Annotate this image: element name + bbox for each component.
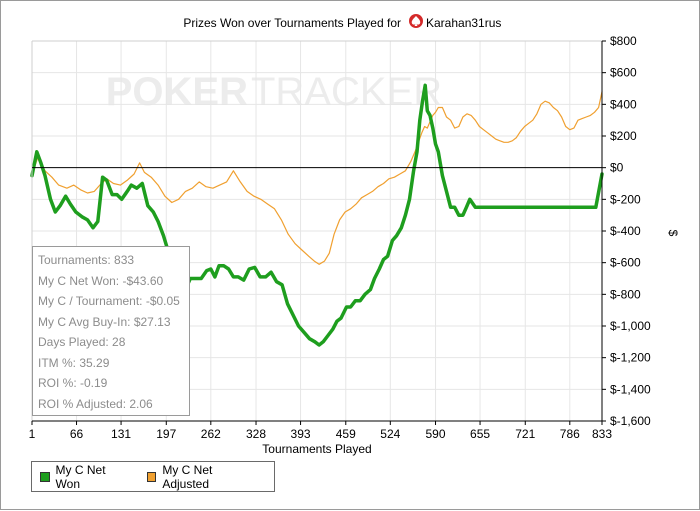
series-group (30, 83, 604, 347)
x-tick-label: 721 (515, 427, 535, 441)
x-tick-label: 393 (291, 427, 311, 441)
legend-item-net-adjusted[interactable]: My C Net Adjusted (146, 462, 256, 491)
stat-per-tournament: My C / Tournament: -$0.05 (38, 294, 180, 308)
series-line-net-won (30, 83, 604, 347)
stat-tournaments: Tournaments: 833 (38, 253, 135, 267)
x-tick-label: 590 (426, 427, 446, 441)
stat-avg-buyin: My C Avg Buy-In: $27.13 (38, 314, 171, 329)
y-tick-label: $-600 (610, 256, 641, 270)
legend-swatch-net-won (40, 471, 50, 482)
y-tick-label: $600 (610, 66, 637, 80)
stat-net-won: My C Net Won: -$43.60 (38, 273, 164, 288)
x-tick-label: 459 (336, 427, 356, 441)
chart-title-text: Prizes Won over Tournaments Played for (183, 16, 401, 30)
x-tick-label: 655 (470, 427, 490, 441)
y-tick-label: $-200 (610, 192, 641, 206)
y-tick-label: $200 (610, 129, 637, 143)
x-axis-label: Tournaments Played (262, 442, 371, 456)
x-tick-label: 131 (111, 427, 131, 441)
chart-title: Prizes Won over Tournaments Played for K… (183, 14, 501, 30)
watermark-poker: POKER (106, 70, 248, 114)
legend-label-net-adjusted: My C Net Adjusted (162, 462, 213, 491)
x-tick-label: 786 (560, 427, 580, 441)
y-tick-label: $-1,200 (610, 351, 651, 365)
y-tick-label: $800 (610, 34, 637, 48)
y-tick-label: $-1,400 (610, 382, 651, 396)
x-tick-label: 833 (592, 427, 612, 441)
stat-itm: ITM %: 35.29 (38, 355, 110, 370)
stats-panel: Tournaments: 833 My C Net Won: -$43.60 M… (32, 246, 190, 416)
y-tick-label: $-1,600 (610, 414, 651, 428)
legend-item-net-won[interactable]: My C Net Won (40, 463, 129, 491)
y-axis-label: $ (666, 230, 680, 237)
x-tick-label: 524 (380, 427, 400, 441)
legend: My C Net Won My C Net Adjusted (31, 461, 275, 492)
y-tick-label: $-400 (610, 224, 641, 238)
player-name: Karahan31rus (426, 16, 501, 30)
y-tick-label: $-1,000 (610, 319, 651, 333)
x-tick-label: 328 (246, 427, 266, 441)
y-tick-label: $400 (610, 97, 637, 111)
x-tick-label: 262 (201, 427, 221, 441)
x-tick-label: 197 (156, 427, 176, 441)
y-tick-label: $-800 (610, 287, 641, 301)
legend-label-net-won: My C Net Won (55, 462, 106, 491)
stat-roi: ROI %: -0.19 (38, 376, 108, 390)
stat-days-played: Days Played: 28 (38, 335, 126, 349)
spade-icon (409, 14, 423, 28)
x-tick-label: 1 (29, 427, 36, 441)
series-line-net-adjusted (31, 91, 603, 265)
x-tick-label: 66 (70, 427, 84, 441)
watermark-tracker: TRACKER (251, 70, 442, 114)
legend-swatch-net-adjusted (146, 471, 157, 482)
stat-roi-adjusted: ROI % Adjusted: 2.06 (38, 396, 153, 411)
y-tick-label: $0 (610, 161, 624, 175)
tick-labels: $800 $600 $400 $200 $0 $-200 $-400 $-600 $-800 $-… (29, 34, 651, 441)
